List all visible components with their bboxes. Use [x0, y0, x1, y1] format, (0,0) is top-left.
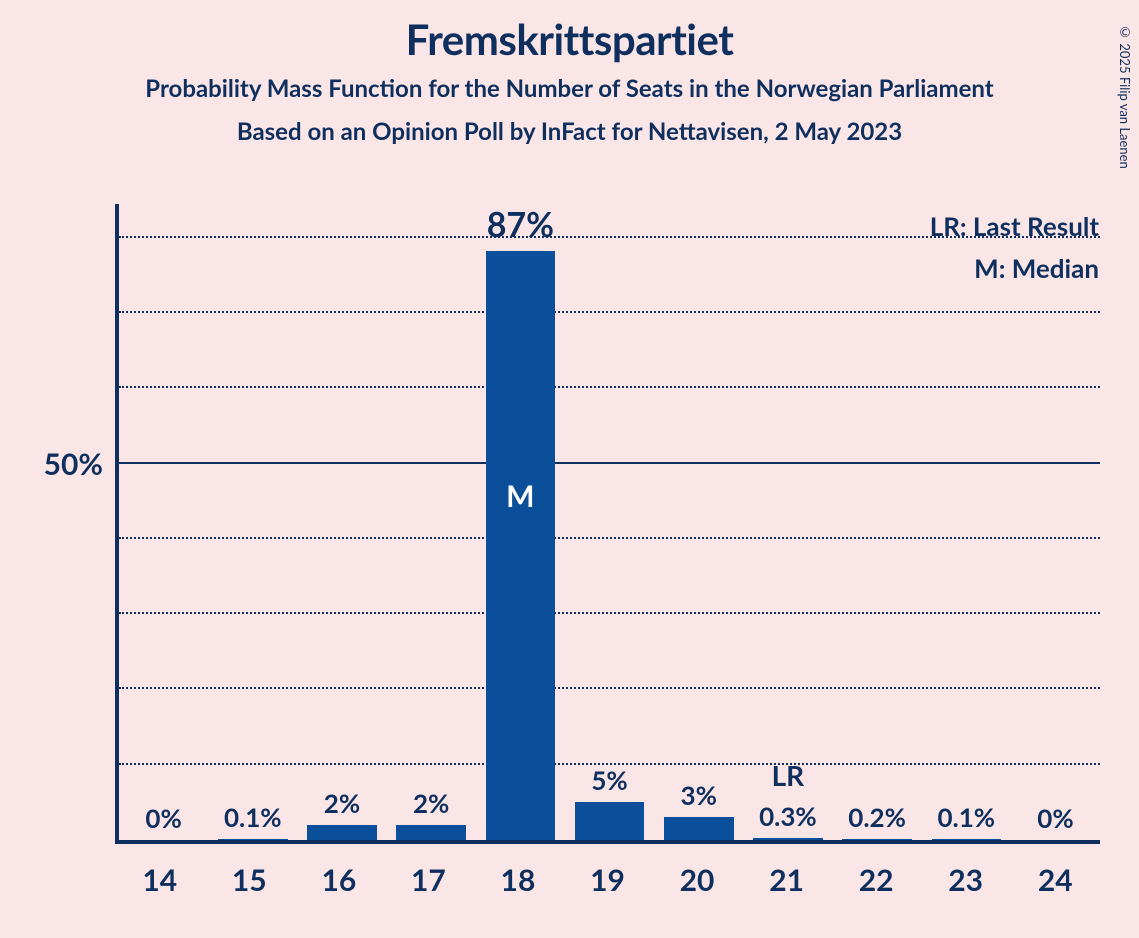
chart-plot-area: 50% 0%0.1%2%2%87%M5%3%0.3%LR0.2%0.1%0%: [115, 204, 1100, 844]
bar-value-label: 3%: [681, 779, 717, 811]
bar-slot: 2%: [297, 204, 386, 840]
x-axis-tick-label: 14: [115, 848, 205, 898]
bar: [486, 251, 556, 840]
bar-slot: 0.2%: [833, 204, 922, 840]
x-axis-tick-label: 20: [652, 848, 742, 898]
y-axis-label: 50%: [44, 446, 103, 482]
x-axis-tick-label: 18: [473, 848, 563, 898]
bar-slot: 0%: [1011, 204, 1100, 840]
bar: [307, 825, 377, 840]
bar-value-label: 87%: [487, 204, 554, 245]
bar-slot: 2%: [387, 204, 476, 840]
bar: [664, 817, 734, 840]
lr-marker: LR: [743, 758, 832, 792]
bar-slot: 0%: [119, 204, 208, 840]
x-axis-tick-label: 24: [1010, 848, 1100, 898]
bar: [396, 825, 466, 840]
bar-slot: 87% M: [476, 204, 565, 840]
bar-value-label: 2%: [324, 787, 360, 819]
x-axis-tick-label: 21: [742, 848, 832, 898]
chart-title: Fremskrittspartiet: [0, 14, 1139, 64]
bar: [218, 839, 288, 840]
bar-value-label: 0.3%: [759, 800, 817, 832]
x-axis-labels: 1415161718192021222324: [115, 848, 1100, 898]
bar-slot: 0.3% LR: [743, 204, 832, 840]
bars-container: 0% 0.1% 2% 2% 87% M 5% 3% 0.3% LR 0.2% 0.1% 0%: [119, 204, 1100, 840]
x-axis-tick-label: 23: [921, 848, 1011, 898]
bar-value-label: 2%: [413, 787, 449, 819]
bar: [753, 838, 823, 840]
bar: [932, 839, 1002, 840]
bar-slot: 0.1%: [922, 204, 1011, 840]
bar-slot: 5%: [565, 204, 654, 840]
chart-subtitle: Probability Mass Function for the Number…: [0, 74, 1139, 103]
bar-value-label: 0.1%: [224, 801, 282, 833]
bar-value-label: 0.1%: [937, 801, 995, 833]
bar: [842, 839, 912, 841]
bar-slot: 3%: [654, 204, 743, 840]
bar-value-label: 0%: [145, 802, 181, 834]
copyright: © 2025 Filip van Laenen: [1117, 24, 1133, 169]
x-axis-tick-label: 16: [294, 848, 384, 898]
median-marker: M: [476, 478, 565, 514]
bar-value-label: 0.2%: [848, 801, 906, 833]
x-axis-tick-label: 15: [205, 848, 295, 898]
bar-value-label: 0%: [1037, 802, 1073, 834]
bar: [575, 802, 645, 840]
chart-subtitle2: Based on an Opinion Poll by InFact for N…: [0, 117, 1139, 146]
x-axis-tick-label: 19: [563, 848, 653, 898]
x-axis-tick-label: 22: [831, 848, 921, 898]
bar-value-label: 5%: [591, 764, 627, 796]
x-axis-tick-label: 17: [384, 848, 474, 898]
bar-slot: 0.1%: [208, 204, 297, 840]
